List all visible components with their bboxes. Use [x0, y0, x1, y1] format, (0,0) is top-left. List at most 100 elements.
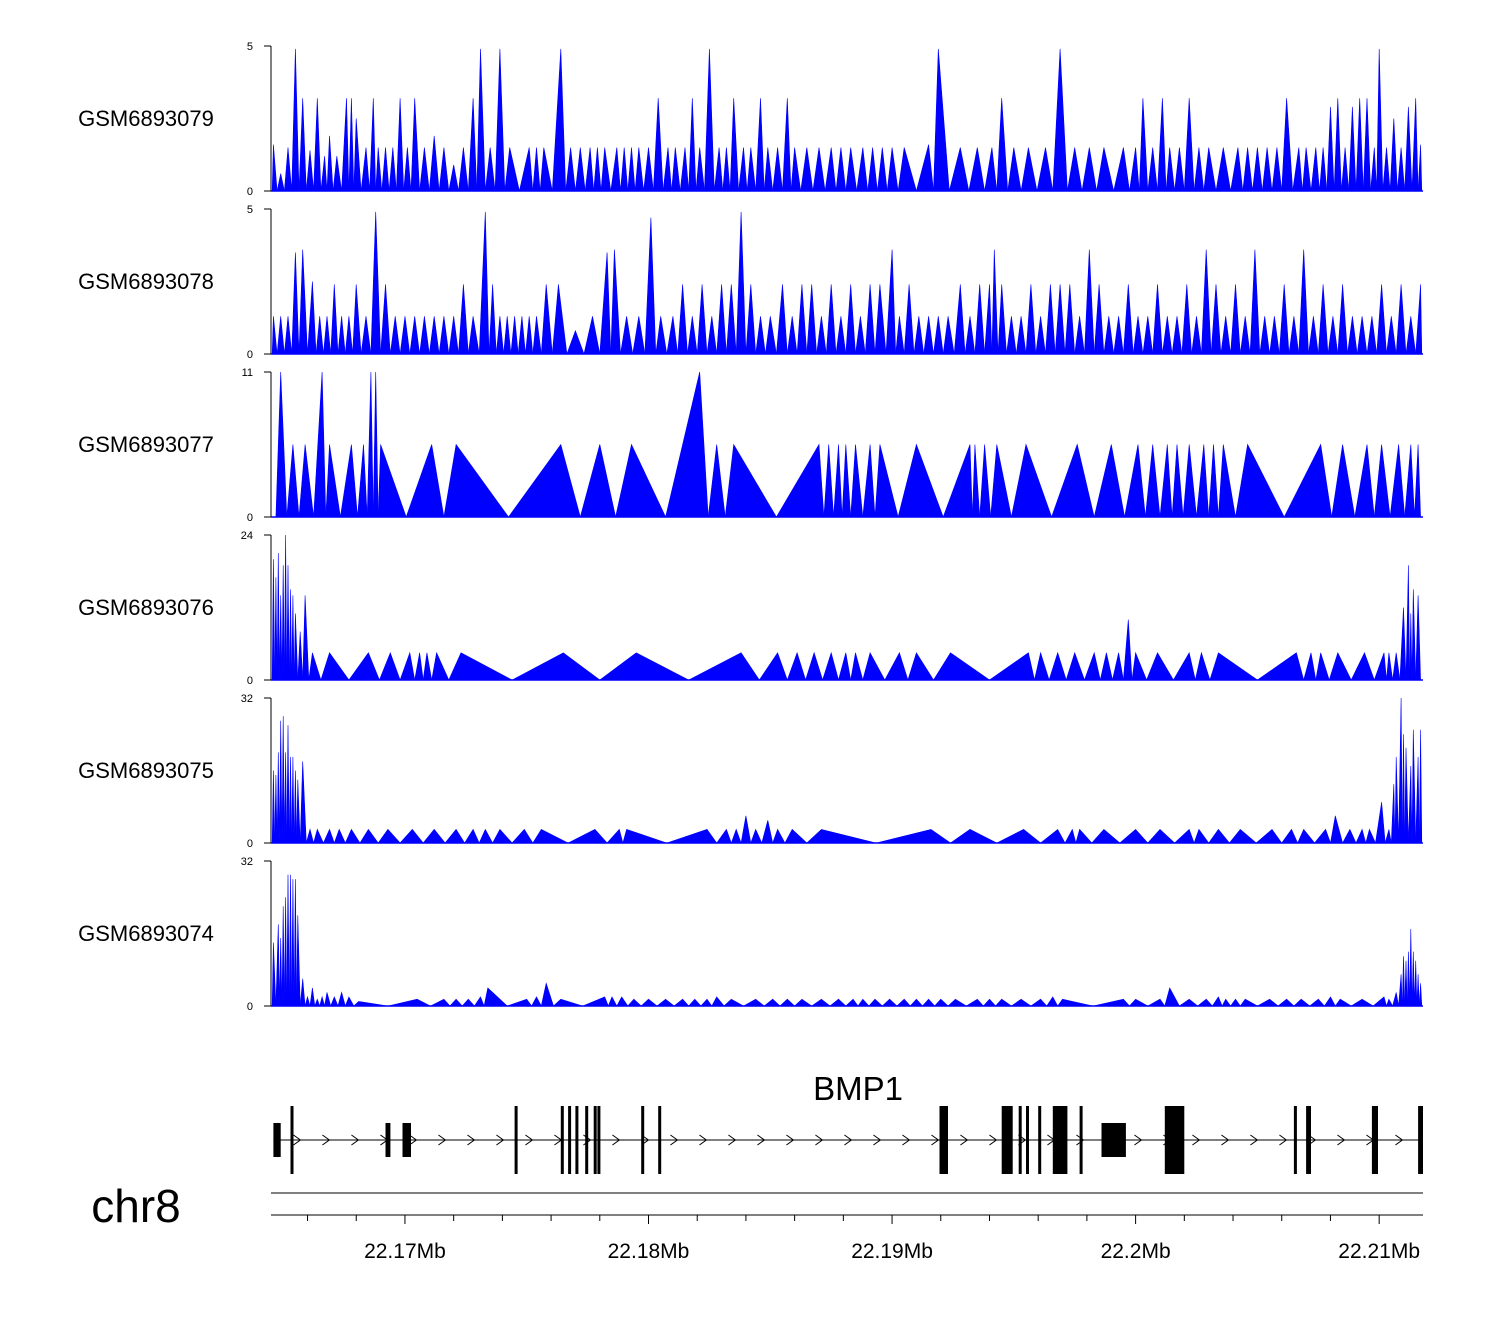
coverage-peak [1328, 651, 1352, 681]
exon [1079, 1106, 1083, 1174]
coverage-peak [1389, 444, 1406, 518]
coverage-peak [307, 281, 317, 355]
coverage-peak [1181, 284, 1192, 355]
strand-arrow [322, 1134, 331, 1146]
coverage-peak [511, 652, 601, 681]
coverage-peak [281, 716, 285, 844]
coverage-peak [988, 652, 1035, 681]
strand-arrow [931, 1134, 940, 1146]
coverage-peak [810, 998, 831, 1007]
coverage-peak [805, 651, 824, 681]
coverage-peak [786, 316, 798, 355]
coverage-peak [298, 249, 308, 355]
y-tick-label-max: 24 [241, 530, 253, 542]
coverage-peak [448, 652, 513, 681]
coverage-peak [1392, 652, 1401, 681]
coverage-peak [1230, 284, 1241, 355]
coverage-peak [1397, 147, 1406, 192]
coverage-peak [575, 147, 586, 192]
coverage-peak [1218, 444, 1236, 518]
coverage-peak [1271, 147, 1283, 192]
coverage-peak [1035, 316, 1046, 355]
coverage-peak [314, 998, 321, 1007]
track-label: GSM6893078 [78, 269, 214, 294]
coverage-peak [1142, 316, 1154, 355]
strand-arrow [1221, 1134, 1230, 1146]
exon [1371, 1106, 1378, 1174]
coverage-peak [315, 316, 324, 355]
coverage-peak [1123, 284, 1134, 355]
coverage-peak [566, 329, 585, 355]
coverage-peak [271, 942, 277, 1007]
coverage-peak [1354, 444, 1375, 518]
coverage-peak [1348, 106, 1357, 192]
exon [1164, 1106, 1185, 1174]
coverage-peak [841, 444, 852, 518]
coverage-peak [979, 444, 992, 518]
coverage-peak [1054, 284, 1066, 355]
coverage-peak [909, 998, 924, 1007]
coverage-peak [1330, 815, 1343, 844]
coverage-peak [616, 996, 629, 1007]
coverage-peak [1228, 828, 1258, 844]
coverage-peak [291, 756, 295, 844]
gene-model [273, 1106, 1423, 1174]
strand-arrow [438, 1134, 447, 1146]
coverage-peak [291, 879, 295, 1007]
coverage-peak [1091, 828, 1121, 844]
coverage-peak [593, 147, 602, 192]
strand-arrow [960, 1134, 969, 1146]
coverage-peak [297, 631, 304, 681]
coverage-peak [1084, 651, 1101, 681]
coverage-peak [742, 998, 766, 1007]
track-GSM6893074: GSM6893074 32 0 [78, 856, 1423, 1013]
coverage-peak [838, 652, 852, 681]
coverage-peak [1390, 784, 1396, 844]
coverage-peak [615, 443, 667, 518]
coverage-peak [606, 828, 624, 844]
coverage-peak [1193, 828, 1210, 844]
coverage-peak [1415, 595, 1421, 681]
strand-arrow [409, 1134, 418, 1146]
coverage-peak [1303, 652, 1317, 681]
coverage-peak [990, 444, 1012, 518]
coverage-peak [540, 982, 554, 1007]
coverage-peak [1113, 147, 1130, 192]
coverage-peak [284, 897, 288, 1007]
coverage-peak [1162, 316, 1173, 355]
gene-name-label: BMP1 [813, 1070, 903, 1107]
coverage-peak [1178, 998, 1199, 1007]
coverage-peak [738, 147, 748, 192]
coverage-peak [994, 998, 1013, 1007]
coverage-peak [763, 147, 774, 192]
coverage-peak [286, 444, 300, 518]
coverage-peak [1389, 118, 1398, 192]
coverage-peak [806, 284, 817, 355]
coverage-peak [1366, 316, 1378, 355]
coverage-peak [1152, 284, 1163, 355]
coverage-peak [299, 761, 307, 844]
coverage-peak [503, 316, 512, 355]
coverage-peak [1045, 284, 1056, 355]
coverage-peak [1164, 987, 1180, 1007]
coverage-peak [281, 906, 285, 1007]
coverage-peak [1235, 443, 1285, 518]
coverage-peak [370, 211, 381, 355]
coverage-peak [1084, 249, 1095, 355]
coverage-peak [313, 371, 327, 518]
coverage-peak [600, 147, 612, 192]
coverage-peak [1209, 652, 1259, 681]
coverage-peak [288, 756, 293, 844]
coverage-peak [313, 828, 324, 844]
coverage-peak [461, 998, 476, 1007]
coverage-peak [320, 156, 328, 192]
coverage-peak [366, 371, 374, 518]
coverage-peak [1310, 147, 1320, 192]
coverage-peak [679, 147, 690, 192]
coverage-peak [1051, 443, 1095, 518]
coverage-peak [1093, 444, 1125, 518]
coverage-peak [933, 316, 944, 355]
coverage-peak [1372, 996, 1387, 1007]
coverage-peak [835, 316, 847, 355]
exon [658, 1106, 662, 1174]
